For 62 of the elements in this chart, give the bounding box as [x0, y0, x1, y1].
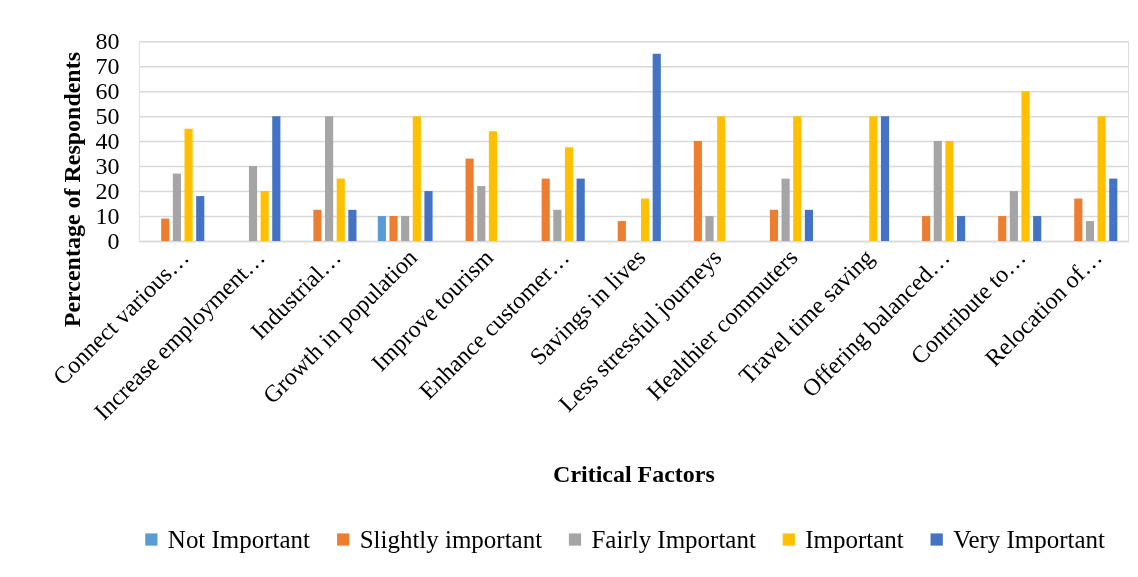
bar: [553, 209, 562, 242]
bar: [652, 53, 661, 242]
bar: [172, 173, 181, 242]
bar: [477, 186, 486, 242]
bar: [1033, 216, 1042, 242]
y-tick-label: 10: [95, 202, 120, 229]
bar: [1074, 198, 1083, 242]
bar: [336, 178, 345, 242]
bar: [781, 178, 790, 242]
y-tick-label: 50: [95, 102, 120, 129]
y-tick-label: 40: [95, 127, 120, 154]
bar: [465, 158, 474, 242]
bar: [617, 221, 626, 242]
bar: [260, 191, 269, 242]
legend-label: Important: [805, 525, 904, 553]
bar: [705, 216, 714, 242]
bar: [161, 218, 170, 242]
bar: [641, 198, 650, 242]
bar: [933, 141, 942, 242]
x-axis-title: Critical Factors: [553, 461, 715, 488]
y-tick-label: 70: [95, 52, 120, 79]
bar: [196, 196, 205, 242]
y-tick-label: 20: [95, 177, 120, 204]
bar: [1021, 91, 1030, 242]
y-tick-label: 80: [95, 27, 120, 54]
bar: [576, 178, 585, 242]
bar: [869, 116, 878, 242]
y-tick-label: 60: [95, 77, 120, 104]
legend-label: Very Important: [953, 525, 1106, 553]
bar: [313, 209, 322, 242]
bar: [717, 116, 726, 242]
bar: [793, 116, 802, 242]
bar: [541, 178, 550, 242]
bar: [804, 209, 814, 242]
bar: [248, 166, 258, 242]
bar: [401, 216, 410, 242]
bar: [922, 216, 931, 242]
bar: [564, 147, 574, 242]
bar: [1009, 191, 1018, 242]
bar: [389, 216, 398, 242]
y-tick-label: 30: [95, 152, 120, 179]
bar: [1097, 116, 1106, 242]
legend-label: Slightly important: [359, 525, 543, 553]
bar: [769, 209, 779, 242]
bar: [488, 131, 497, 242]
bar: [1085, 221, 1095, 242]
bar: [880, 116, 890, 242]
bar: [957, 216, 966, 242]
bar: [945, 141, 954, 242]
bar: [184, 128, 193, 242]
bar: [1109, 178, 1118, 242]
bar: [412, 116, 421, 242]
legend-label: Fairly Important: [591, 525, 756, 553]
bar: [348, 209, 357, 242]
bar: [998, 216, 1007, 242]
bar: [693, 141, 702, 242]
y-tick-label: 0: [107, 227, 120, 254]
legend-label: Not Important: [167, 525, 311, 553]
bar: [424, 191, 433, 242]
bar: [272, 116, 281, 242]
bar: [377, 216, 386, 242]
bar: [325, 116, 334, 242]
